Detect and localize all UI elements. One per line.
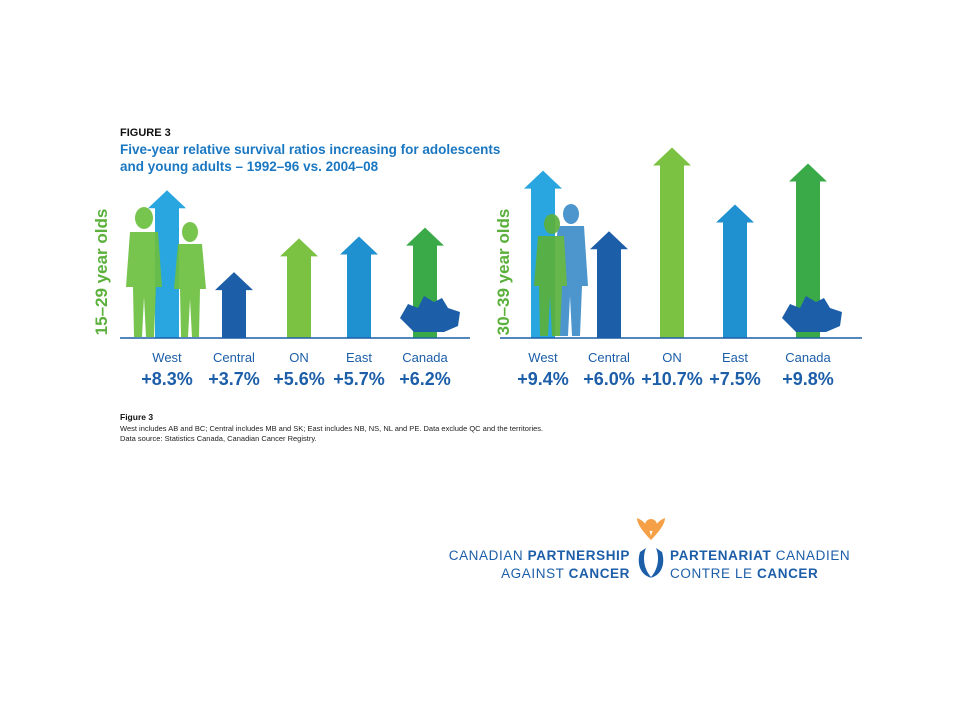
category-label: East (722, 350, 748, 365)
value-label: +7.5% (709, 369, 761, 389)
category-label: ON (289, 350, 309, 365)
chart (148, 190, 444, 338)
value-label: +9.4% (517, 369, 569, 389)
canada-map-right (782, 296, 842, 332)
category-label: East (346, 350, 372, 365)
arrow-bar (716, 204, 754, 338)
arrow-bar (789, 163, 827, 338)
category-label: ON (662, 350, 682, 365)
category-label: West (528, 350, 558, 365)
logo-word: CANADIAN (449, 548, 524, 563)
value-label: +6.0% (583, 369, 635, 389)
logo-line: AGAINST CANCER (501, 566, 630, 581)
arrow-bar (653, 147, 691, 338)
value-label: +9.8% (782, 369, 834, 389)
note-line: West includes AB and BC; Central include… (120, 424, 543, 433)
logo-line: CONTRE LE CANCER (670, 566, 818, 581)
value-label: +3.7% (208, 369, 260, 389)
logo-word: CANCER (569, 566, 630, 581)
value-label: +8.3% (141, 369, 193, 389)
y-axis-label: 15–29 year olds (92, 209, 111, 336)
value-label: +5.6% (273, 369, 325, 389)
arrow-bar (215, 272, 253, 338)
arrow-bar (280, 238, 318, 338)
category-label: Central (588, 350, 630, 365)
arrow-bar (148, 190, 186, 338)
value-label: +6.2% (399, 369, 451, 389)
logo-word: PARTNERSHIP (528, 548, 630, 563)
logo-word: AGAINST (501, 566, 564, 581)
note-line: Data source: Statistics Canada, Canadian… (120, 434, 317, 443)
people-left (126, 207, 206, 337)
logo-word: PARTENARIAT (670, 548, 771, 563)
figure-label: FIGURE 3 (120, 127, 171, 139)
y-axis-label: 30–39 year olds (494, 209, 513, 336)
logo-word: CONTRE LE (670, 566, 753, 581)
category-label: Central (213, 350, 255, 365)
title-line: and young adults – 1992–96 vs. 2004–08 (120, 159, 379, 174)
logo-word: CANADIEN (776, 548, 851, 563)
logo-word: CANCER (757, 566, 818, 581)
logo-line: CANADIAN PARTNERSHIP (449, 548, 630, 563)
notes-heading: Figure 3 (120, 412, 153, 422)
category-label: West (152, 350, 182, 365)
arrow-bar (340, 236, 378, 338)
category-label: Canada (402, 350, 448, 365)
logo-line: PARTENARIAT CANADIEN (670, 548, 850, 563)
people-right (534, 204, 588, 336)
arrow-bar (590, 231, 628, 338)
title-line: Five-year relative survival ratios incre… (120, 142, 500, 157)
category-label: Canada (785, 350, 831, 365)
canada-map-left (400, 296, 460, 332)
value-label: +10.7% (641, 369, 703, 389)
logo: CANADIAN PARTNERSHIP AGAINST CANCER PART… (449, 518, 850, 581)
value-label: +5.7% (333, 369, 385, 389)
